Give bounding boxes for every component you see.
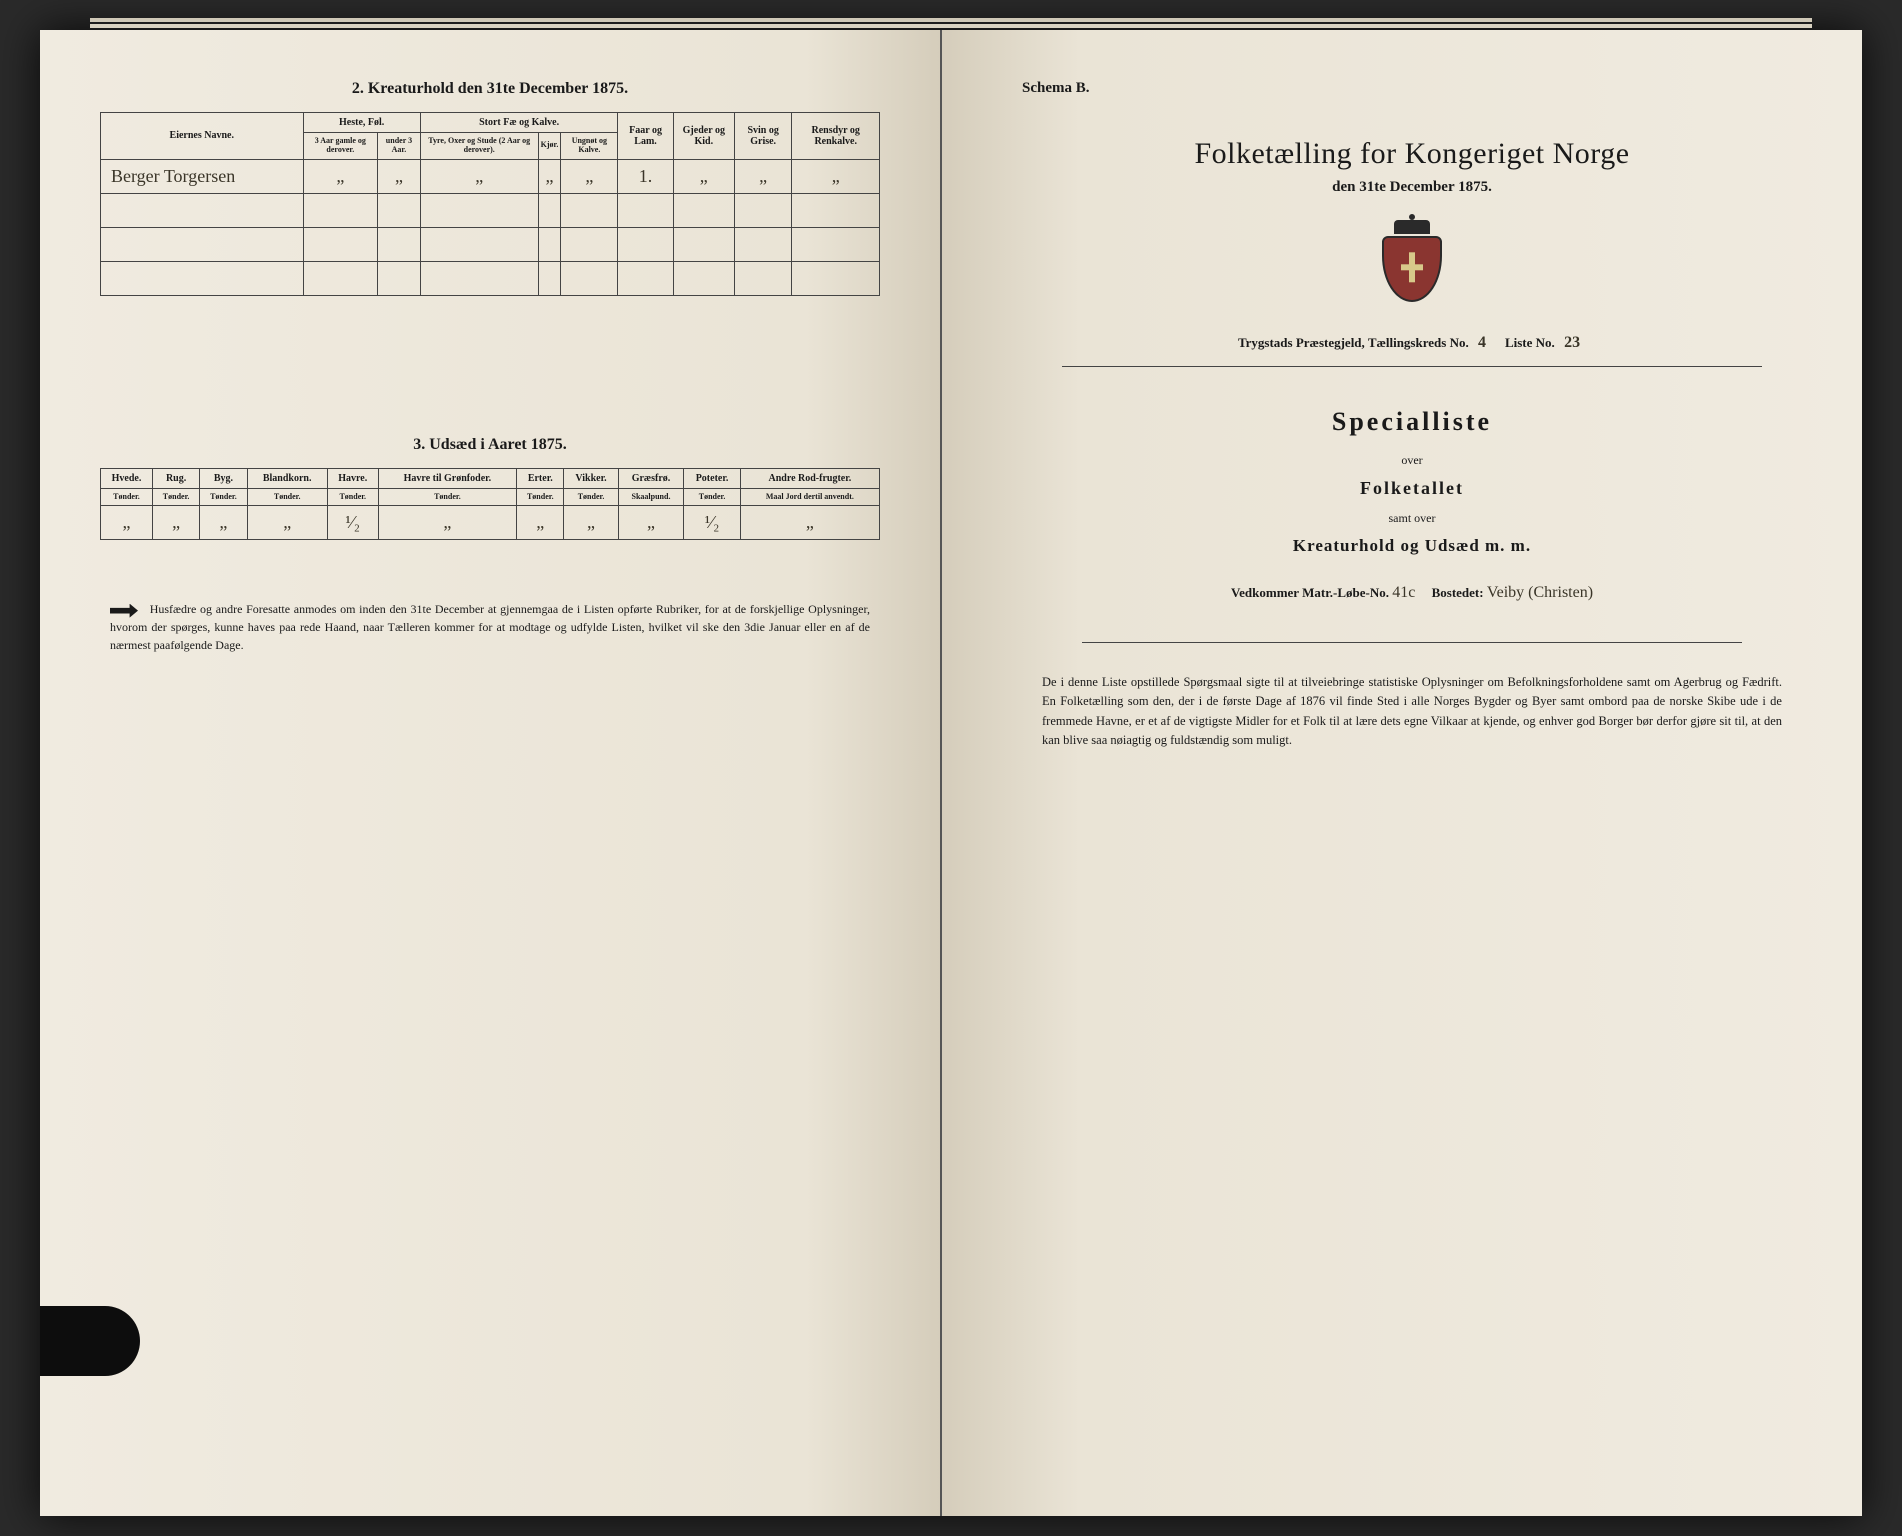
table-row [101,261,880,295]
seed-col: Blandkorn. [247,468,327,488]
seed-col: Poteter. [684,468,740,488]
cell: „ [673,159,734,193]
cell: „ [564,506,618,540]
cell-owner: Berger Torgersen [101,159,304,193]
census-subtitle: den 31te December 1875. [1022,179,1802,196]
cell: „ [561,159,618,193]
cell: ¹⁄₂ [327,506,378,540]
meta-line: Trygstads Præstegjeld, Tællingskreds No.… [1022,334,1802,352]
seed-unit: Tønder. [200,488,247,506]
cell: „ [152,506,199,540]
liste-value: 23 [1564,334,1580,351]
seed-unit: Tønder. [101,488,153,506]
bottom-paragraph: De i denne Liste opstillede Spørgsmaal s… [1022,673,1802,751]
col-sheep: Faar og Lam. [618,113,673,160]
seed-col: Vikker. [564,468,618,488]
seed-col: Græsfrø. [618,468,684,488]
over-label: over [1022,453,1802,468]
cell: „ [101,506,153,540]
left-page: 2. Kreaturhold den 31te December 1875. E… [40,30,942,1516]
col-owner: Eiernes Navne. [101,113,304,160]
seed-unit: Tønder. [247,488,327,506]
colgroup-horse: Heste, Føl. [303,113,420,133]
table-row [101,227,880,261]
samt-label: samt over [1022,511,1802,526]
coat-of-arms-icon [1377,220,1447,304]
folketallet-label: Folketallet [1022,478,1802,499]
table2-title: 2. Kreaturhold den 31te December 1875. [100,80,880,98]
scanned-book: 2. Kreaturhold den 31te December 1875. E… [40,30,1862,1516]
right-page: Schema B. Folketælling for Kongeriget No… [942,30,1862,1516]
cell: „ [303,159,378,193]
matr-value: 41c [1392,584,1415,601]
cell: „ [734,159,791,193]
bosted-value: Veiby (Christen) [1487,584,1593,601]
seed-col: Byg. [200,468,247,488]
cell: „ [200,506,247,540]
col-cattle-c: Ungnøt og Kalve. [561,133,618,160]
vedkommer-line: Vedkommer Matr.-Løbe-No. 41c Bostedet: V… [1022,584,1802,602]
bosted-label: Bostedet: [1432,585,1484,600]
col-horse-b: under 3 Aar. [378,133,421,160]
seed-col: Erter. [517,468,564,488]
pointer-icon [110,604,138,618]
left-footnote: Husfædre og andre Foresatte anmodes om i… [100,600,880,654]
liste-label: Liste No. [1505,335,1555,350]
parish-label: Trygstads Præstegjeld, [1238,335,1365,350]
seed-col: Havre til Grønfoder. [378,468,516,488]
table-row: Berger Torgersen „ „ „ „ „ 1. „ „ „ [101,159,880,193]
seed-unit: Maal Jord dertil anvendt. [740,488,879,506]
cell: „ [247,506,327,540]
seed-units-row: Tønder.Tønder.Tønder.Tønder.Tønder.Tønde… [101,488,880,506]
seed-col: Andre Rod-frugter. [740,468,879,488]
seed-unit: Tønder. [517,488,564,506]
schema-label: Schema B. [1022,80,1802,97]
col-cattle-b: Kjør. [538,133,561,160]
kreds-value: 4 [1478,334,1486,351]
seed-unit: Tønder. [564,488,618,506]
cell: „ [618,506,684,540]
seed-header-row: Hvede.Rug.Byg.Blandkorn.Havre.Havre til … [101,468,880,488]
divider [1062,366,1762,367]
seed-unit: Tønder. [378,488,516,506]
col-cattle-a: Tyre, Oxer og Stude (2 Aar og derover). [420,133,538,160]
cell: ¹⁄₂ [684,506,740,540]
divider [1082,642,1742,643]
seed-unit: Tønder. [152,488,199,506]
cell: „ [538,159,561,193]
cell: „ [420,159,538,193]
cell: 1. [618,159,673,193]
seed-col: Hvede. [101,468,153,488]
seed-unit: Skaalpund. [618,488,684,506]
seed-col: Havre. [327,468,378,488]
cell: „ [740,506,879,540]
table3-title: 3. Udsæd i Aaret 1875. [100,436,880,454]
kreaturhold-label: Kreaturhold og Udsæd m. m. [1022,536,1802,556]
binder-thumb [40,1306,140,1376]
col-horse-a: 3 Aar gamle og derover. [303,133,378,160]
table-row [101,193,880,227]
seed-col: Rug. [152,468,199,488]
seed-unit: Tønder. [684,488,740,506]
cell: „ [792,159,880,193]
cell: „ [378,159,421,193]
cell: „ [517,506,564,540]
livestock-table: Eiernes Navne. Heste, Føl. Stort Fæ og K… [100,112,880,296]
col-goats: Gjeder og Kid. [673,113,734,160]
kreds-label: Tællingskreds No. [1368,335,1469,350]
seed-unit: Tønder. [327,488,378,506]
colgroup-cattle: Stort Fæ og Kalve. [420,113,618,133]
census-title: Folketælling for Kongeriget Norge [1022,137,1802,171]
seed-table: Hvede.Rug.Byg.Blandkorn.Havre.Havre til … [100,468,880,541]
footnote-text: Husfædre og andre Foresatte anmodes om i… [110,602,870,652]
cell: „ [378,506,516,540]
col-pigs: Svin og Grise. [734,113,791,160]
table-row: „„„„¹⁄₂„„„„¹⁄₂„ [101,506,880,540]
specialliste-title: Specialliste [1022,407,1802,437]
matr-label: Vedkommer Matr.-Løbe-No. [1231,585,1389,600]
col-reindeer: Rensdyr og Renkalve. [792,113,880,160]
